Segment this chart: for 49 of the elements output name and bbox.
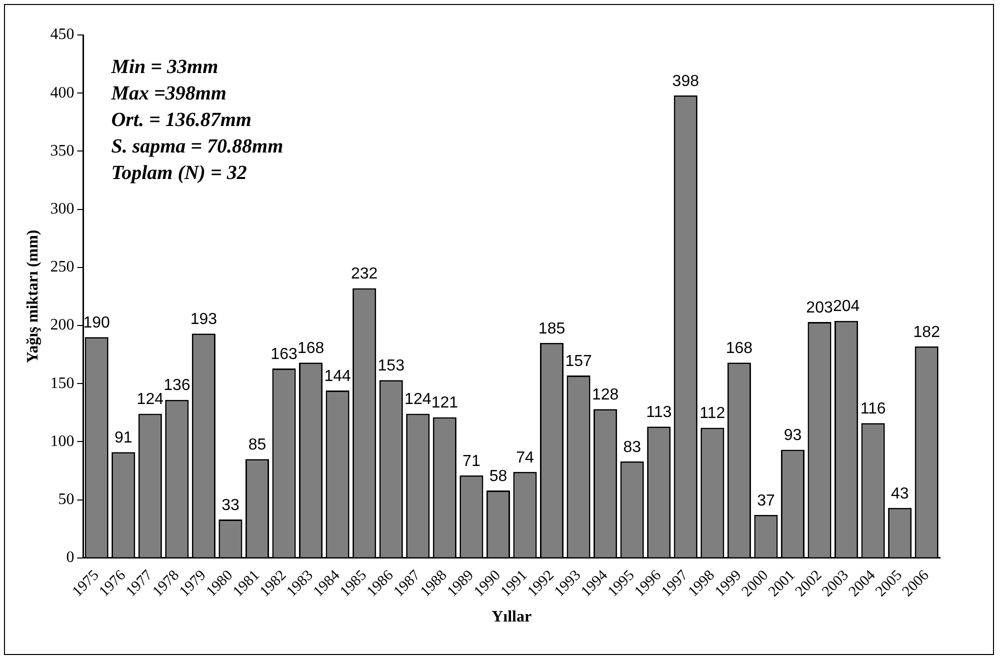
data-label: 113 bbox=[646, 404, 672, 421]
data-label: 204 bbox=[832, 298, 860, 316]
data-label: 124 bbox=[404, 391, 432, 408]
annotation: Min = 33mm bbox=[110, 56, 218, 78]
data-label: 83 bbox=[623, 438, 642, 456]
data-label: 37 bbox=[757, 492, 775, 510]
annotation: Ort. = 136.87mm bbox=[111, 109, 252, 131]
data-label: 203 bbox=[806, 299, 833, 316]
data-label: 58 bbox=[489, 468, 508, 485]
annotation: S. sapma = 70.88mm bbox=[111, 136, 284, 158]
data-label: 128 bbox=[592, 386, 619, 404]
data-label: 157 bbox=[565, 352, 592, 370]
data-label: 144 bbox=[324, 368, 352, 385]
data-label: 93 bbox=[784, 427, 802, 444]
annotation: Max =398mm bbox=[110, 82, 226, 104]
y-tick-label: 450 bbox=[50, 26, 74, 44]
y-tick-label: 0 bbox=[66, 549, 74, 566]
data-label: 136 bbox=[164, 377, 190, 394]
annotation: Toplam (N) = 32 bbox=[111, 162, 247, 184]
data-label: 168 bbox=[297, 340, 324, 358]
y-tick-label: 250 bbox=[50, 258, 74, 276]
x-axis-title: Yıllar bbox=[492, 608, 532, 626]
data-label: 168 bbox=[726, 340, 753, 358]
y-tick-label: 300 bbox=[50, 200, 74, 218]
y-tick-label: 100 bbox=[50, 432, 74, 450]
data-label: 71 bbox=[462, 452, 480, 470]
y-axis-title: Yağış miktarı (mm) bbox=[24, 230, 42, 364]
data-label: 121 bbox=[431, 394, 458, 412]
y-tick-label: 200 bbox=[50, 316, 74, 334]
data-label: 33 bbox=[222, 496, 240, 514]
y-tick-label: 50 bbox=[58, 490, 74, 508]
data-label: 163 bbox=[270, 346, 298, 363]
data-label: 74 bbox=[516, 449, 534, 466]
data-label: 232 bbox=[350, 266, 378, 283]
data-label: 398 bbox=[672, 72, 700, 90]
data-label: 153 bbox=[378, 357, 405, 374]
data-label: 112 bbox=[700, 405, 726, 422]
data-label: 193 bbox=[190, 311, 218, 328]
data-label: 43 bbox=[890, 485, 909, 502]
data-label: 124 bbox=[136, 391, 164, 408]
data-label: 91 bbox=[114, 430, 132, 447]
data-label: 185 bbox=[538, 320, 566, 338]
data-label: 190 bbox=[83, 314, 110, 332]
data-label: 116 bbox=[860, 400, 886, 418]
data-label: 85 bbox=[248, 436, 266, 454]
y-tick-label: 150 bbox=[50, 374, 74, 392]
data-label: 182 bbox=[913, 324, 940, 341]
y-tick-label: 350 bbox=[50, 142, 74, 160]
y-tick-label: 400 bbox=[50, 84, 74, 102]
